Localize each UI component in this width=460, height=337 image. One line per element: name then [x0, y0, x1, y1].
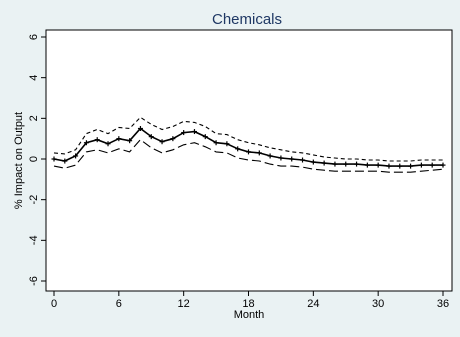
data-point	[397, 163, 403, 169]
y-axis-title: % Impact on Output	[13, 112, 25, 209]
data-point	[343, 161, 349, 167]
x-tick-label: 6	[116, 298, 122, 310]
data-point	[354, 161, 360, 167]
data-point	[191, 129, 197, 135]
x-tick-label: 36	[437, 298, 449, 310]
x-tick-label: 12	[178, 298, 190, 310]
series-line-upper-band	[53, 116, 443, 162]
y-tick-label: 2	[28, 115, 40, 121]
y-tick-label: 6	[28, 34, 40, 40]
data-point	[94, 137, 100, 143]
data-point	[127, 138, 133, 144]
y-tick-label: 4	[28, 75, 40, 81]
data-point	[386, 163, 392, 169]
data-point	[321, 160, 327, 166]
data-point	[224, 141, 230, 147]
data-point	[181, 130, 187, 136]
data-point	[364, 162, 370, 168]
data-point	[300, 157, 306, 163]
series-layer	[51, 116, 446, 173]
data-point	[213, 140, 219, 146]
y-tick-label: -6	[28, 276, 40, 286]
series-line-lower-band	[53, 138, 444, 173]
data-point	[256, 150, 262, 156]
data-point	[440, 162, 446, 168]
data-point	[202, 134, 208, 140]
x-tick-label: 24	[307, 298, 319, 310]
x-axis-title: Month	[234, 309, 265, 321]
data-point	[429, 162, 435, 168]
x-axis: 0 6 12 18 24 30 36	[51, 291, 449, 310]
y-tick-label: 0	[28, 156, 40, 162]
chart-title: Chemicals	[212, 11, 282, 28]
data-point	[83, 140, 89, 146]
x-tick-label: 0	[51, 298, 57, 310]
data-point	[289, 156, 295, 162]
data-point	[73, 153, 79, 159]
data-point	[278, 155, 284, 161]
data-point	[332, 161, 338, 167]
data-point	[105, 141, 111, 147]
data-point	[116, 136, 122, 142]
x-tick-label: 18	[242, 298, 254, 310]
data-point	[310, 159, 316, 165]
data-point	[246, 149, 251, 155]
data-point	[51, 156, 57, 162]
x-tick-label: 30	[372, 298, 384, 310]
data-point	[170, 136, 176, 142]
data-point	[418, 162, 424, 168]
data-point	[375, 162, 381, 168]
data-point	[62, 158, 68, 164]
data-point	[159, 139, 165, 145]
y-axis: -6 -4 -2 0 2 4 6	[28, 34, 46, 286]
y-tick-label: -2	[28, 195, 40, 205]
data-point	[148, 134, 154, 140]
y-tick-label: -4	[28, 235, 40, 245]
data-point	[137, 126, 143, 131]
data-point	[235, 146, 241, 152]
data-point	[408, 163, 414, 169]
data-point	[267, 153, 273, 159]
